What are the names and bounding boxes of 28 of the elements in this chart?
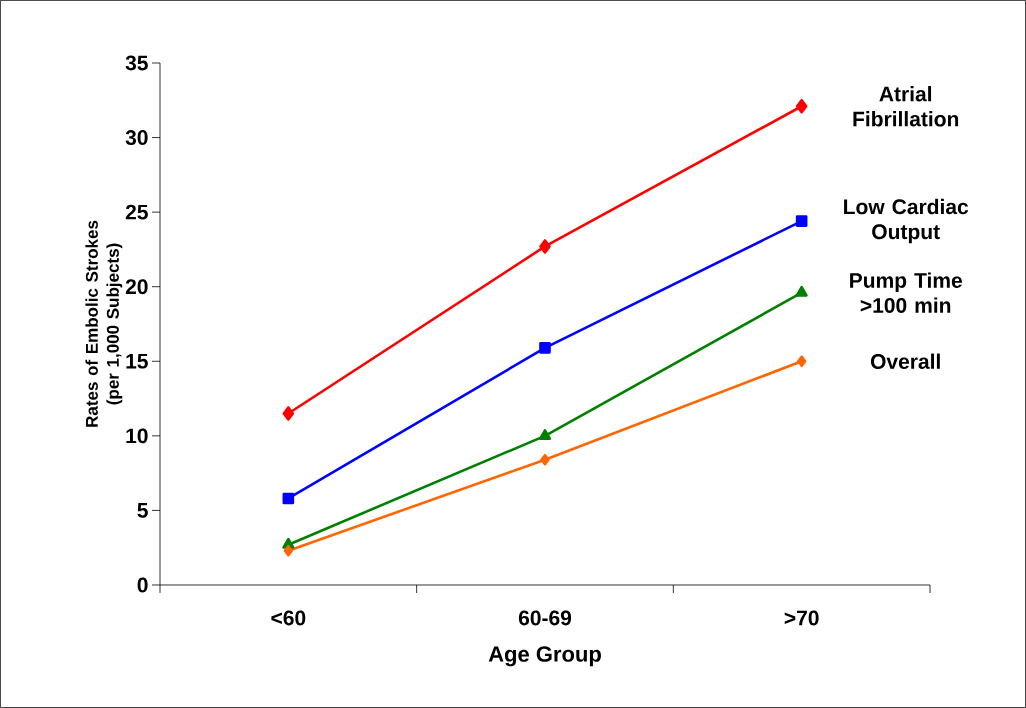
y-tick-label: 0 [137,577,148,593]
text: Overall [870,353,940,369]
point [282,406,295,421]
point [795,285,808,297]
point [540,453,550,466]
x-axis-title: Age Group [488,646,601,667]
text: Atrial Fibrillation [853,86,959,127]
text: Pump Time >100 min [850,272,962,313]
x-tick-label: 60-69 [518,610,572,626]
series-label: Low Cardiac Output [844,198,969,244]
point [795,215,808,227]
x-tick-label: >70 [784,610,819,626]
point [796,355,807,368]
y-tick-label: 35 [125,55,148,71]
point [539,239,551,254]
point [282,492,295,505]
y-tick-label: 20 [125,279,148,295]
y-tick-label: 15 [126,353,148,369]
point [283,544,294,557]
x-tick-label: <60 [271,610,306,626]
y-axis-title: Rates of Embolic Strokes (per 1,000 Subjects) [85,220,123,427]
y-tick-label: 5 [137,503,148,518]
point [539,342,551,354]
y-tick-label: 25 [125,204,148,220]
y-tick-label: 10 [126,428,148,444]
point [795,98,808,114]
y-tick-label: 30 [125,130,148,146]
point [538,429,552,440]
